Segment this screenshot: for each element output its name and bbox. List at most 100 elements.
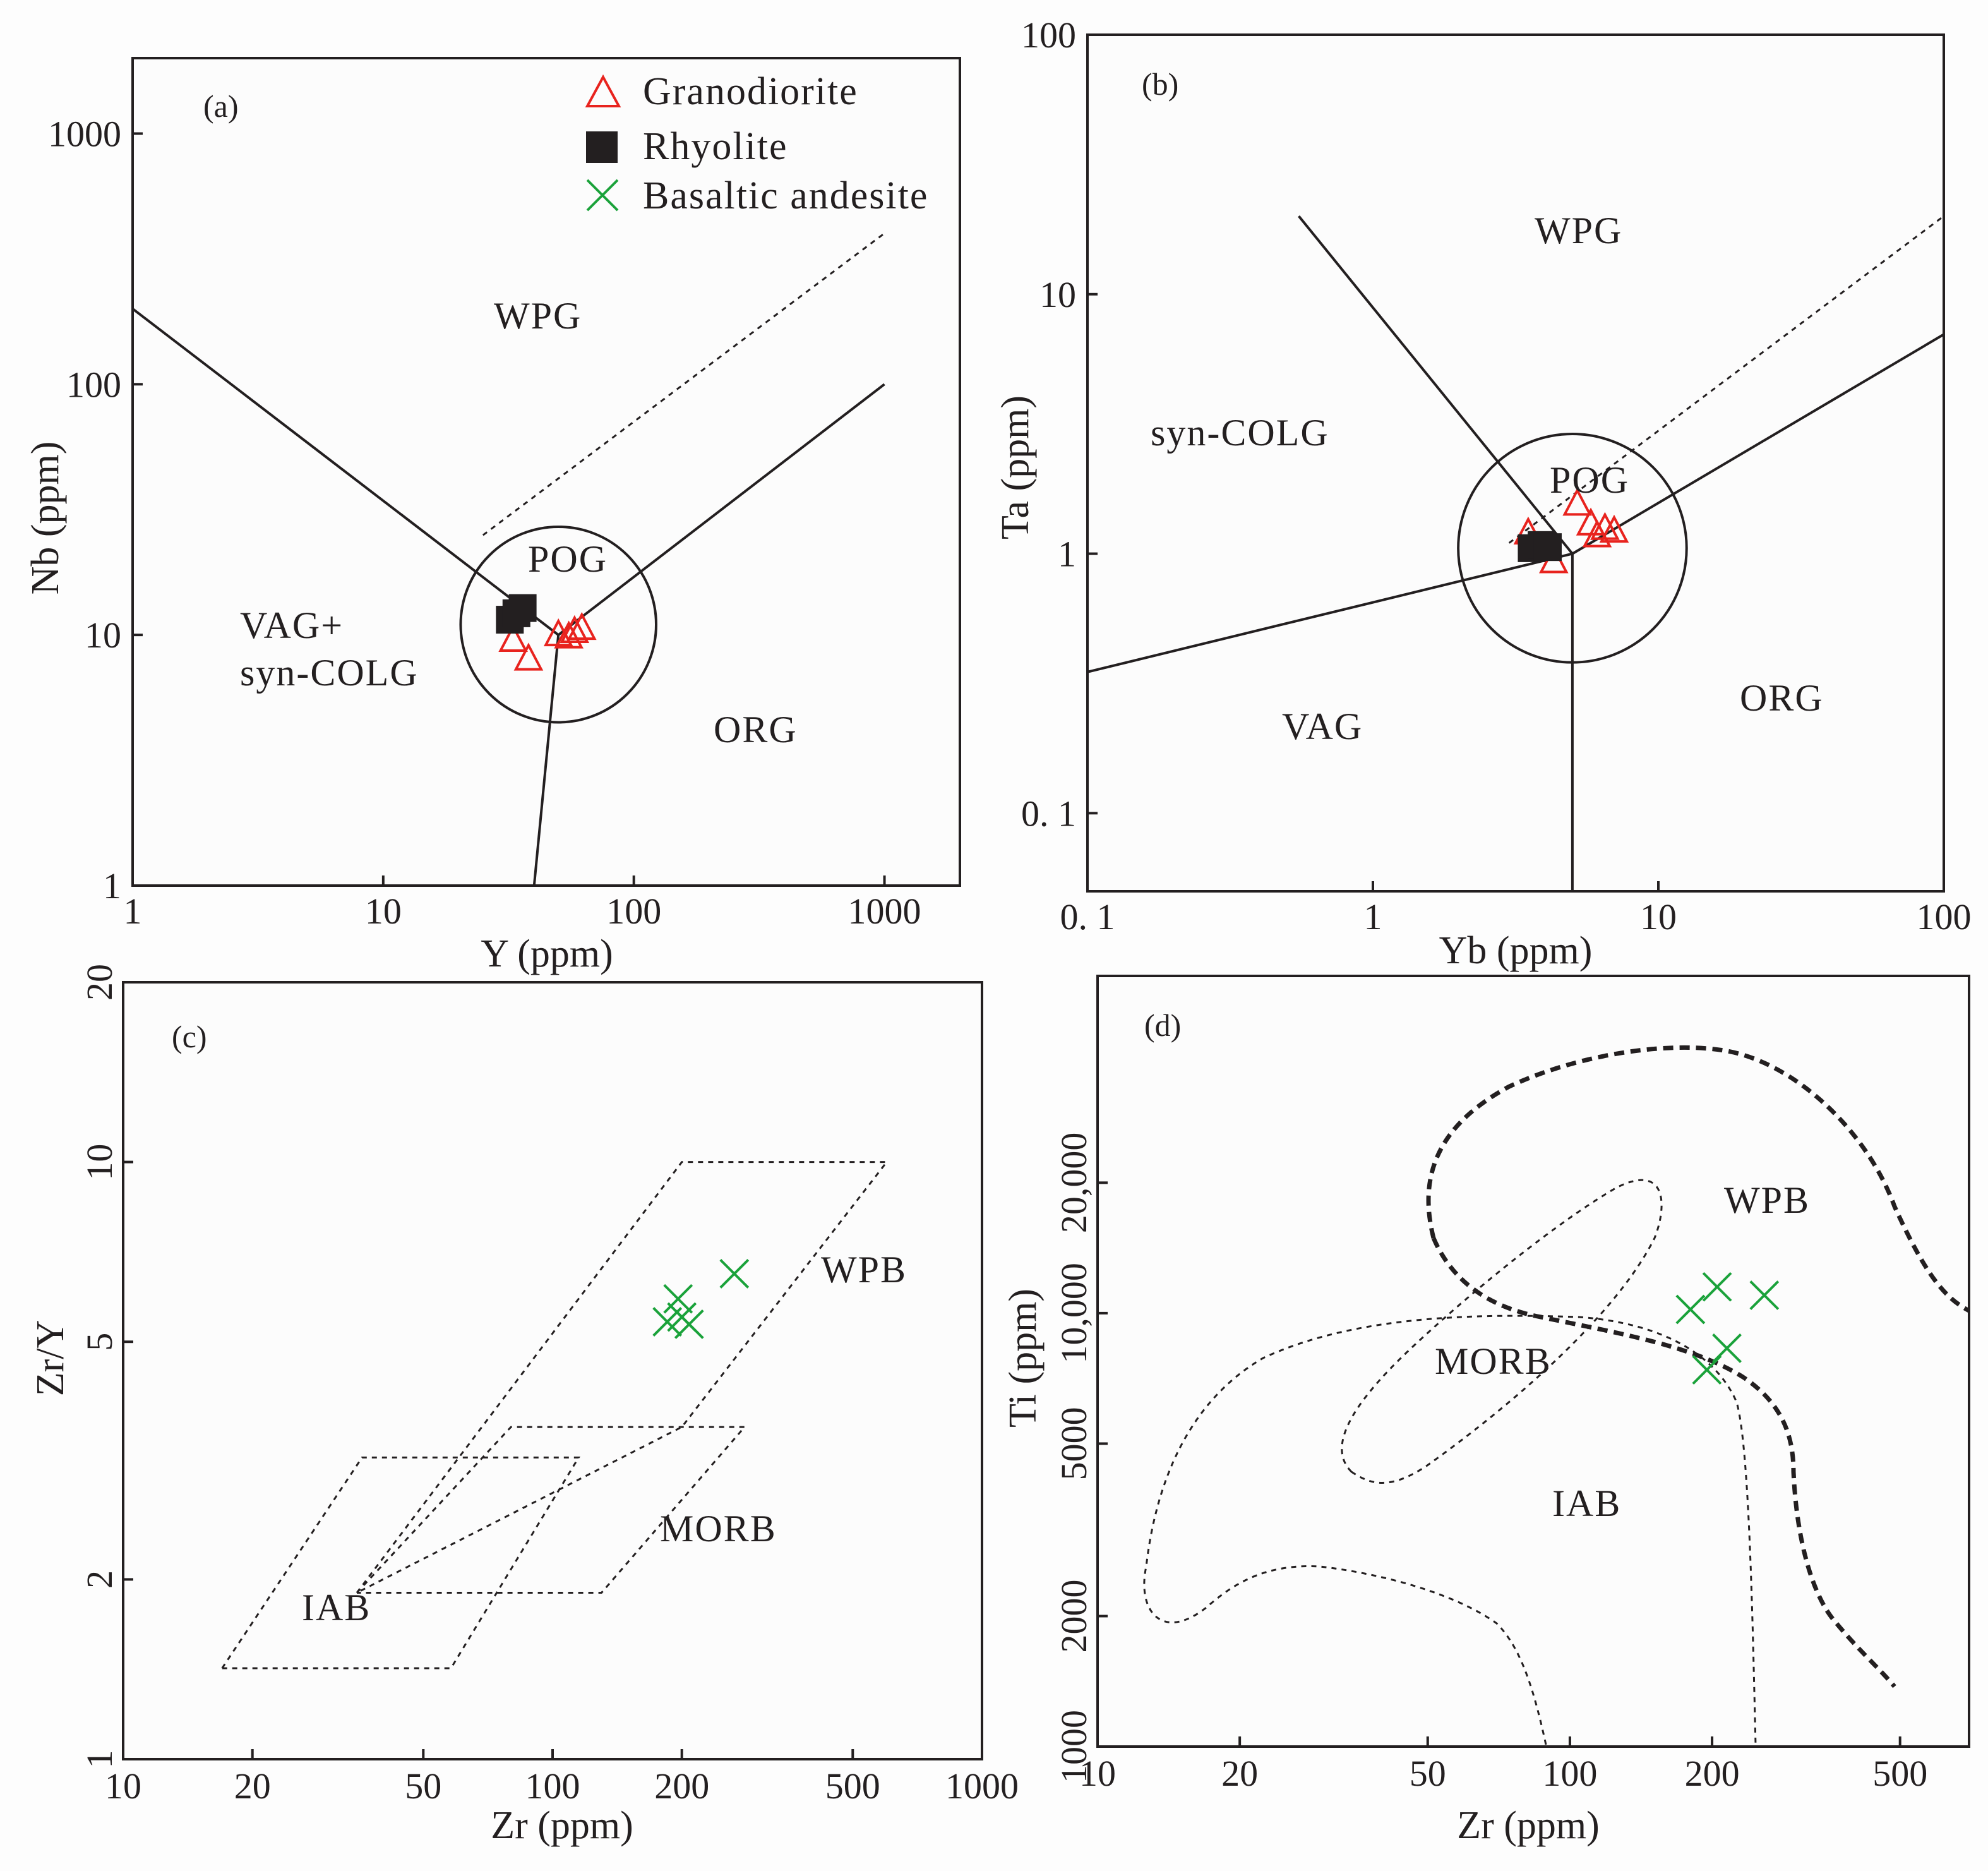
legend-square-marker (586, 131, 618, 163)
panel-b-ticks: 0. 1 1 10 100 0. 1 1 10 100 (1021, 15, 1972, 937)
field-pog: POG (1550, 459, 1629, 501)
x-tick-label: 1000 (945, 1766, 1019, 1807)
x-tick-label: 20 (234, 1766, 271, 1807)
field-morb: MORB (660, 1508, 777, 1549)
x-tick-label: 100 (606, 891, 661, 932)
field-boundary-line (532, 635, 560, 886)
y-tick-label: 100 (1021, 15, 1076, 56)
x-tick-label: 1000 (848, 891, 921, 932)
field-vag: VAG+ (240, 605, 344, 646)
basaltic-andesite-point (719, 1259, 750, 1289)
y-tick-label: 10 (1039, 274, 1076, 315)
x-tick-label: 10 (365, 891, 402, 932)
pog-circle (459, 525, 657, 724)
x-tick-label: 20 (1221, 1753, 1258, 1794)
panel-c-frame (122, 981, 983, 1760)
y-tick-label: 1000 (1053, 1710, 1094, 1783)
rhyolite-point (502, 599, 530, 627)
basaltic-andesite-point (1702, 1272, 1732, 1302)
iab-boundary (1143, 1315, 1757, 1745)
field-boundary-line (482, 232, 885, 536)
panel-d-xlabel: Zr (ppm) (1457, 1804, 1600, 1847)
field-boundary-line (1087, 552, 1573, 673)
panel-d-ylabel: Ti (ppm) (1002, 1289, 1045, 1428)
y-tick-label: 10 (79, 1144, 120, 1181)
y-tick-label: 1 (103, 865, 121, 906)
legend-basaltic-andesite: Basaltic andesite (643, 174, 928, 217)
legend-x-marker (586, 179, 619, 212)
y-tick-label: 0. 1 (1021, 793, 1076, 834)
y-tick-label: 1 (79, 1750, 120, 1769)
panel-b-label: (b) (1142, 66, 1178, 102)
field-iab: IAB (302, 1587, 371, 1628)
field-wpg: WPG (1535, 210, 1622, 251)
panel-a-label: (a) (203, 88, 239, 124)
y-tick-label: 5 (79, 1333, 120, 1351)
x-tick-label: 100 (525, 1766, 580, 1807)
granodiorite-point (566, 611, 597, 641)
panel-c-xlabel: Zr (ppm) (491, 1804, 633, 1847)
y-tick-label: 20,000 (1053, 1133, 1094, 1234)
field-wpb: WPB (1724, 1179, 1810, 1221)
x-tick-label: 10 (1640, 896, 1677, 937)
panel-d-label: (d) (1144, 1008, 1181, 1043)
y-tick-label: 20 (79, 964, 120, 1001)
wpb-boundary (1426, 1045, 1970, 1688)
granodiorite-point (1562, 488, 1592, 516)
y-tick-label: 2000 (1053, 1579, 1094, 1652)
x-tick-label: 0. 1 (1060, 896, 1115, 937)
panel-a-ticks: 1 10 100 1000 1 10 100 1000 (48, 113, 921, 932)
x-tick-label: 500 (825, 1766, 880, 1807)
field-morb: MORB (1435, 1340, 1552, 1382)
panel-a-data-marks (496, 594, 597, 671)
panel-d-axis-ticks: 10 20 50 100 200 500 1000 2000 5000 10,000 20,000 (1053, 1133, 1927, 1794)
legend-triangle-marker (585, 74, 621, 107)
legend: Granodiorite Rhyolite Basaltic andesite (585, 70, 928, 217)
x-tick-label: 100 (1542, 1753, 1597, 1794)
panel-d-data-marks (1675, 1272, 1780, 1385)
panel-c-ticks: 10 20 50 100 200 500 1000 1 2 5 10 20 (79, 964, 1019, 1807)
panel-a-ylabel: Nb (ppm) (24, 442, 67, 595)
panel-b: 0. 1 1 10 100 0. 1 1 10 100 (b) WPG syn-COLG PO… (994, 15, 1972, 972)
granodiorite-point (554, 620, 584, 649)
field-pog: POG (528, 538, 608, 580)
y-tick-label: 1 (1058, 534, 1076, 575)
basaltic-andesite-point (674, 1309, 704, 1339)
panel-b-xlabel: Yb (ppm) (1439, 929, 1593, 972)
x-tick-label: 1 (1364, 896, 1382, 937)
x-tick-label: 100 (1917, 896, 1972, 937)
basaltic-andesite-point (663, 1284, 693, 1314)
panel-c-data-marks (652, 1259, 750, 1339)
x-tick-label: 500 (1872, 1753, 1927, 1794)
x-tick-label: 1 (124, 891, 142, 932)
panel-b-data-marks (1513, 488, 1629, 574)
pog-circle (1457, 433, 1688, 664)
field-vag: VAG (1282, 706, 1363, 747)
field-boundary-line (221, 1456, 580, 1669)
panel-b-frame (1086, 33, 1945, 893)
granodiorite-point (498, 623, 528, 652)
panel-c-boundaries (221, 1161, 889, 1669)
field-iab: IAB (1552, 1483, 1621, 1524)
field-wpb: WPB (821, 1249, 907, 1290)
panel-d-boundaries (1143, 1045, 1970, 1745)
morb-boundary (1341, 1179, 1663, 1484)
panel-d: 10 20 50 100 200 50010002000500010,00020,000 … (1002, 975, 1970, 1847)
field-syn-colg: syn-COLG (1151, 412, 1329, 454)
granodiorite-point (1582, 519, 1612, 548)
granodiorite-point (1590, 512, 1620, 540)
x-tick-label: 10 (105, 1766, 141, 1807)
panel-b-boundaries (1087, 215, 1945, 891)
granodiorite-point (513, 642, 544, 671)
y-tick-label: 2 (79, 1570, 120, 1589)
field-wpg: WPG (494, 295, 582, 337)
rhyolite-point (1533, 533, 1562, 562)
y-tick-label: 10,000 (1053, 1263, 1094, 1364)
legend-granodiorite: Granodiorite (643, 70, 858, 113)
x-tick-label: 200 (1685, 1753, 1740, 1794)
basaltic-andesite-point (1749, 1280, 1780, 1310)
granodiorite-point (1599, 514, 1629, 543)
panel-a: 1 10 100 1000 1 10 100 1000 (a) WPG POG VAG+ sy… (24, 57, 961, 975)
panel-b-ylabel: Ta (ppm) (994, 395, 1037, 539)
